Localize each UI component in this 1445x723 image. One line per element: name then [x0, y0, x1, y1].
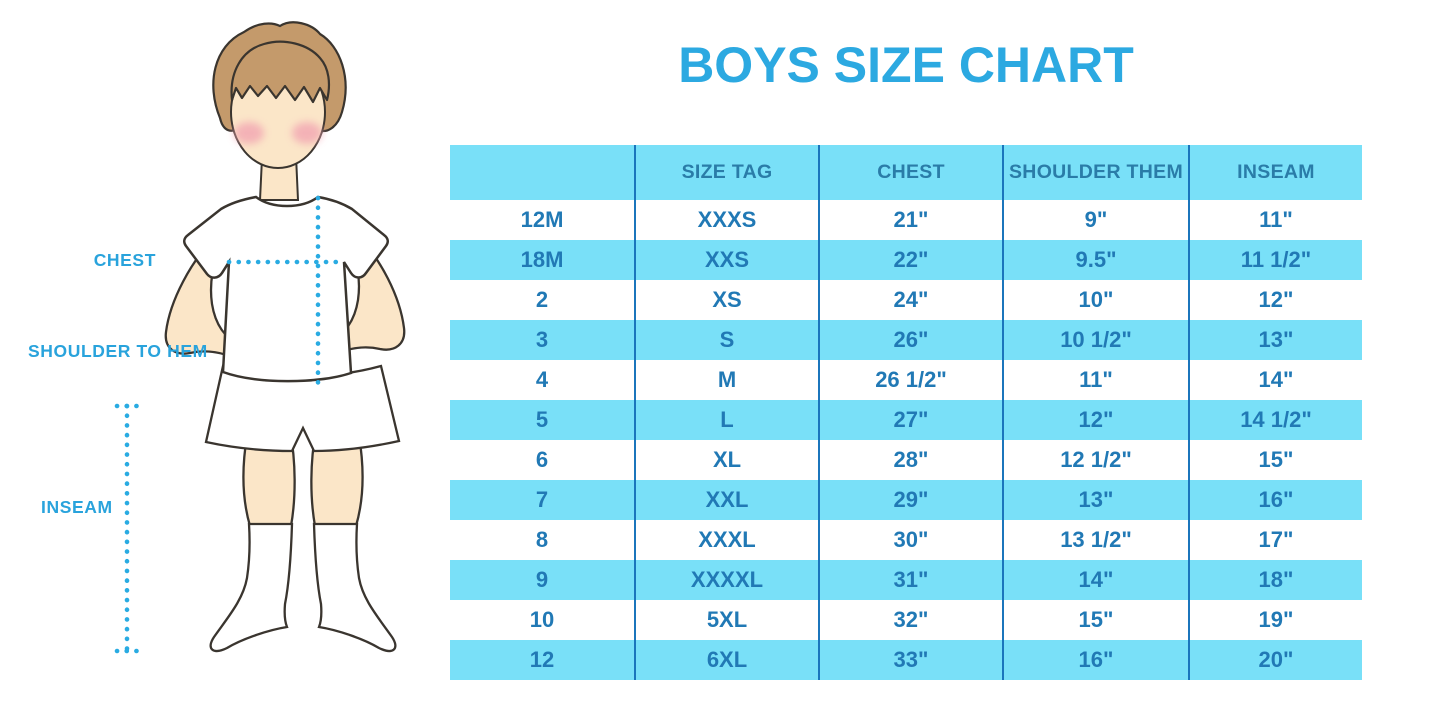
- table-cell: 12 1/2": [1004, 440, 1190, 480]
- table-cell: 28": [820, 440, 1004, 480]
- table-cell: 32": [820, 600, 1004, 640]
- table-cell: 10: [450, 600, 636, 640]
- table-cell: 10 1/2": [1004, 320, 1190, 360]
- shoulder-to-hem-label: SHOULDER TO HEM: [28, 341, 208, 361]
- table-cell: 18M: [450, 240, 636, 280]
- table-cell: 11": [1259, 207, 1293, 232]
- table-cell: 24": [820, 280, 1004, 320]
- table-cell: XXS: [636, 240, 820, 280]
- table-cell: 33": [820, 640, 1004, 680]
- page-title: BOYS SIZE CHART: [678, 37, 1134, 93]
- table-body: 12M XXXS 21" 9" 11" 18M XXS 22" 9.5" 11 1/2" 2 XS 24…: [450, 200, 1362, 680]
- table-row: 8 XXXL 30" 13 1/2" 17": [450, 520, 1362, 560]
- table-cell: 11": [1004, 360, 1190, 400]
- table-cell: 12": [1004, 400, 1190, 440]
- header-cell-inseam: INSEAM: [1237, 161, 1315, 183]
- table-cell: 26": [820, 320, 1004, 360]
- table-cell: S: [636, 320, 820, 360]
- header-cell-blank: [450, 145, 636, 200]
- table-cell: 10": [1004, 280, 1190, 320]
- table-cell: 18": [1258, 567, 1294, 592]
- table-row: 2 XS 24" 10" 12": [450, 280, 1362, 320]
- table-cell: 22": [820, 240, 1004, 280]
- right-arm: [327, 236, 406, 357]
- hair-fringe: [230, 40, 331, 104]
- table-cell: 14": [1004, 560, 1190, 600]
- table-cell: 5XL: [636, 600, 820, 640]
- table-row: 6 XL 28" 12 1/2" 15": [450, 440, 1362, 480]
- header-cell-shoulder-hem: SHOULDER THEM: [1004, 145, 1190, 200]
- table-cell: 21": [820, 200, 1004, 240]
- table-row: 4 M 26 1/2" 11" 14": [450, 360, 1362, 400]
- table-cell: 12": [1258, 287, 1294, 312]
- table-cell: 12: [450, 640, 636, 680]
- table-cell: 3: [450, 320, 636, 360]
- right-sock: [312, 522, 397, 653]
- table-cell: XXXXL: [636, 560, 820, 600]
- table-cell: 13": [1258, 327, 1294, 352]
- table-row: 7 XXL 29" 13" 16": [450, 480, 1362, 520]
- table-row: 12 6XL 33" 16" 20": [450, 640, 1362, 680]
- table-cell: 26 1/2": [820, 360, 1004, 400]
- table-cell: 11 1/2": [1240, 247, 1312, 272]
- right-blush: [292, 122, 322, 144]
- table-cell: 8: [450, 520, 636, 560]
- table-cell: 17": [1258, 527, 1294, 552]
- table-cell: 9": [1004, 200, 1190, 240]
- table-cell: 9: [450, 560, 636, 600]
- table-row: 9 XXXXL 31" 14" 18": [450, 560, 1362, 600]
- left-sock: [209, 522, 294, 653]
- table-cell: 12M: [450, 200, 636, 240]
- table-cell: 14 1/2": [1240, 407, 1312, 432]
- t-shirt: [183, 195, 389, 383]
- table-cell: 16": [1258, 487, 1294, 512]
- table-row: 3 S 26" 10 1/2" 13": [450, 320, 1362, 360]
- left-blush: [234, 122, 264, 144]
- table-cell: L: [636, 400, 820, 440]
- header-cell-chest: CHEST: [820, 145, 1004, 200]
- chest-label: CHEST: [93, 250, 156, 270]
- table-cell: 13": [1004, 480, 1190, 520]
- measurement-figure: CHEST SHOULDER TO HEM INSEAM: [0, 0, 450, 723]
- table-cell: XL: [636, 440, 820, 480]
- table-cell: 15": [1258, 447, 1294, 472]
- table-cell: 15": [1004, 600, 1190, 640]
- table-row: 5 L 27" 12" 14 1/2": [450, 400, 1362, 440]
- table-cell: 13 1/2": [1004, 520, 1190, 560]
- table-row: 18M XXS 22" 9.5" 11 1/2": [450, 240, 1362, 280]
- table-header-row: SIZE TAG CHEST SHOULDER THEM INSEAM: [450, 145, 1362, 200]
- table-cell: XXXL: [636, 520, 820, 560]
- table-cell: XS: [636, 280, 820, 320]
- table-cell: 19": [1258, 607, 1294, 632]
- inseam-label: INSEAM: [41, 497, 113, 517]
- table-cell: XXL: [636, 480, 820, 520]
- header-cell-size-tag: SIZE TAG: [636, 145, 820, 200]
- table-cell: 27": [820, 400, 1004, 440]
- boy-illustration: [114, 21, 406, 654]
- table-cell: 20": [1258, 647, 1294, 672]
- table-cell: M: [636, 360, 820, 400]
- table-cell: 6XL: [636, 640, 820, 680]
- table-cell: 4: [450, 360, 636, 400]
- table-row: 12M XXXS 21" 9" 11": [450, 200, 1362, 240]
- table-cell: 29": [820, 480, 1004, 520]
- table-cell: 9.5": [1004, 240, 1190, 280]
- table-cell: 30": [820, 520, 1004, 560]
- left-arm: [164, 238, 243, 361]
- table-cell: 5: [450, 400, 636, 440]
- table-cell: 7: [450, 480, 636, 520]
- size-table: SIZE TAG CHEST SHOULDER THEM INSEAM 12M X…: [450, 145, 1362, 680]
- table-cell: XXXS: [636, 200, 820, 240]
- table-cell: 16": [1004, 640, 1190, 680]
- table-cell: 14": [1258, 367, 1294, 392]
- table-cell: 6: [450, 440, 636, 480]
- table-row: 10 5XL 32" 15" 19": [450, 600, 1362, 640]
- table-cell: 31": [820, 560, 1004, 600]
- table-cell: 2: [450, 280, 636, 320]
